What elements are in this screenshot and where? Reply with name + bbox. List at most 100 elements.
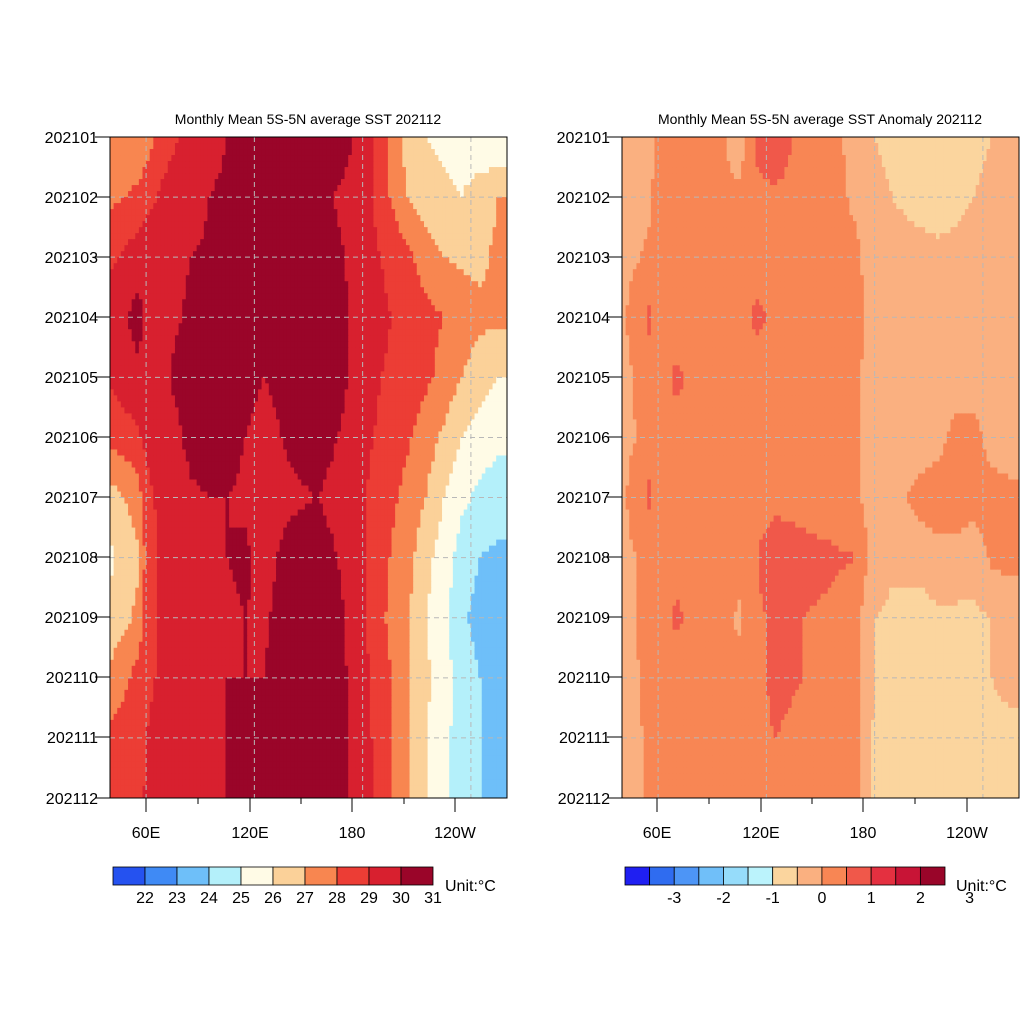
field-cell xyxy=(304,269,309,276)
field-cell xyxy=(377,233,382,240)
field-cell xyxy=(481,353,486,360)
field-cell xyxy=(239,329,245,336)
field-cell xyxy=(409,323,414,330)
field-cell xyxy=(232,365,237,372)
field-cell xyxy=(492,389,497,396)
field-cell xyxy=(395,233,400,240)
field-cell xyxy=(149,377,154,384)
field-cell xyxy=(160,311,165,318)
field-cell xyxy=(124,215,129,222)
field-cell xyxy=(218,287,223,294)
field-cell xyxy=(456,281,461,288)
field-cell xyxy=(214,191,219,198)
field-cell xyxy=(301,197,306,204)
field-cell xyxy=(294,209,299,216)
field-cell xyxy=(149,401,154,408)
field-cell xyxy=(344,233,349,240)
field-cell xyxy=(470,143,476,150)
field-cell xyxy=(189,215,194,222)
field-cell xyxy=(492,281,497,288)
field-cell xyxy=(420,359,425,366)
field-cell xyxy=(492,143,497,150)
field-cell xyxy=(409,209,414,216)
field-cell xyxy=(203,401,208,408)
field-cell xyxy=(196,323,201,330)
field-cell xyxy=(485,179,490,186)
field-cell xyxy=(420,203,425,210)
field-cell xyxy=(315,209,320,216)
field-cell xyxy=(232,377,237,384)
field-cell xyxy=(268,353,273,360)
field-cell xyxy=(322,257,328,264)
field-cell xyxy=(377,299,382,306)
field-cell xyxy=(499,335,504,342)
field-cell xyxy=(492,239,497,246)
field-cell xyxy=(333,389,338,396)
field-cell xyxy=(257,287,263,294)
field-cell xyxy=(196,329,201,336)
field-cell xyxy=(413,215,418,222)
field-cell xyxy=(496,323,501,330)
field-cell xyxy=(322,329,328,336)
field-cell xyxy=(409,161,414,168)
field-cell xyxy=(272,221,277,228)
field-cell xyxy=(413,257,418,264)
field-cell xyxy=(312,233,317,240)
field-cell xyxy=(395,359,400,366)
field-cell xyxy=(189,239,194,246)
field-cell xyxy=(178,173,183,180)
field-cell xyxy=(149,359,154,366)
field-cell xyxy=(398,335,403,342)
field-cell xyxy=(431,167,436,174)
field-cell xyxy=(481,347,486,354)
field-cell xyxy=(373,161,378,168)
field-cell xyxy=(359,329,364,336)
field-cell xyxy=(391,185,396,192)
field-cell xyxy=(279,311,284,318)
field-cell xyxy=(322,215,328,222)
field-cell xyxy=(315,335,320,342)
field-cell xyxy=(203,371,208,378)
field-cell xyxy=(135,167,140,174)
field-cell xyxy=(128,365,133,372)
field-cell xyxy=(431,221,436,228)
field-cell xyxy=(131,281,136,288)
field-cell xyxy=(131,233,136,240)
field-cell xyxy=(315,347,320,354)
field-cell xyxy=(308,401,313,408)
field-cell xyxy=(200,215,205,222)
field-cell xyxy=(340,215,346,222)
field-cell xyxy=(344,179,349,186)
field-cell xyxy=(236,251,241,258)
field-cell xyxy=(120,173,125,180)
field-cell xyxy=(236,137,241,144)
field-cell xyxy=(211,257,216,264)
field-cell xyxy=(456,329,461,336)
field-cell xyxy=(456,263,461,270)
field-cell xyxy=(283,341,288,348)
field-cell xyxy=(221,185,226,192)
field-cell xyxy=(427,137,432,144)
field-cell xyxy=(308,143,313,150)
field-cell xyxy=(301,335,306,342)
field-cell xyxy=(322,323,328,330)
field-cell xyxy=(380,389,385,396)
field-cell xyxy=(348,293,353,300)
field-cell xyxy=(377,161,382,168)
field-cell xyxy=(405,173,411,180)
field-cell xyxy=(413,377,418,384)
field-cell xyxy=(174,353,180,360)
field-cell xyxy=(384,353,389,360)
field-cell xyxy=(117,185,122,192)
field-cell xyxy=(348,215,353,222)
field-cell xyxy=(445,371,450,378)
field-cell xyxy=(322,209,328,216)
field-cell xyxy=(193,191,198,198)
field-cell xyxy=(272,173,277,180)
field-cell xyxy=(322,137,328,144)
field-cell xyxy=(276,155,281,162)
field-cell xyxy=(142,143,147,150)
field-cell xyxy=(164,239,169,246)
field-cell xyxy=(460,371,465,378)
field-cell xyxy=(330,197,335,204)
